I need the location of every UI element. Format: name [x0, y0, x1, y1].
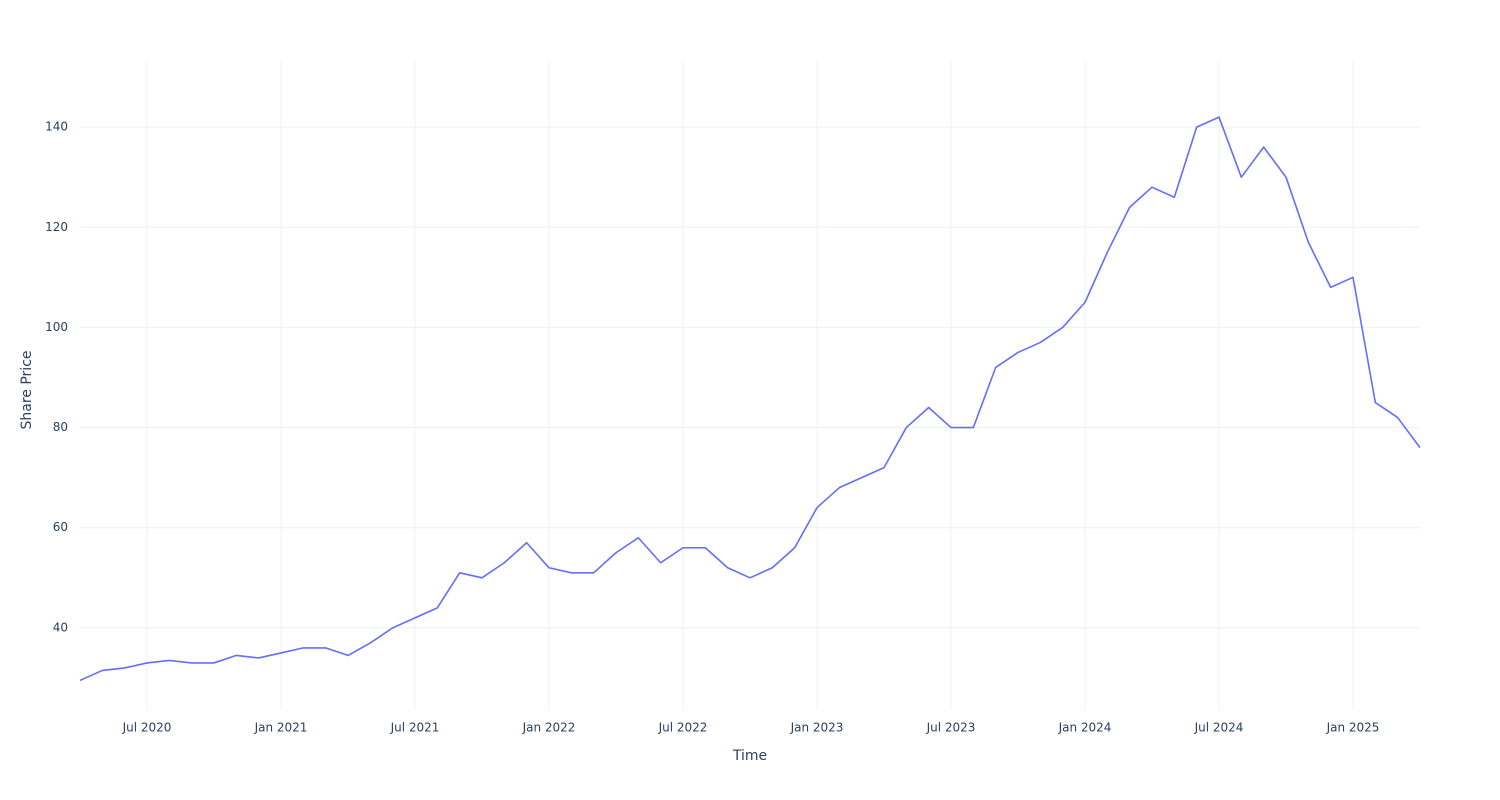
- x-tick-label: Jan 2025: [1326, 721, 1380, 735]
- x-tick-label: Jan 2021: [254, 721, 308, 735]
- x-tick-label: Jan 2023: [790, 721, 844, 735]
- y-tick-label: 120: [45, 220, 68, 234]
- x-tick-label: Jul 2021: [390, 721, 440, 735]
- y-tick-label: 80: [53, 420, 68, 434]
- x-tick-label: Jan 2022: [522, 721, 576, 735]
- y-axis-title: Share Price: [19, 350, 35, 429]
- x-tick-label: Jul 2022: [658, 721, 708, 735]
- x-tick-label: Jul 2023: [926, 721, 976, 735]
- x-axis-title: Time: [732, 748, 767, 764]
- y-tick-label: 100: [45, 320, 68, 334]
- x-tick-label: Jul 2024: [1194, 721, 1244, 735]
- x-tick-label: Jul 2020: [122, 721, 172, 735]
- y-tick-label: 140: [45, 120, 68, 134]
- x-tick-label: Jan 2024: [1058, 721, 1112, 735]
- y-tick-label: 40: [53, 620, 68, 634]
- price-line: [79, 116, 1421, 682]
- y-tick-label: 60: [53, 520, 68, 534]
